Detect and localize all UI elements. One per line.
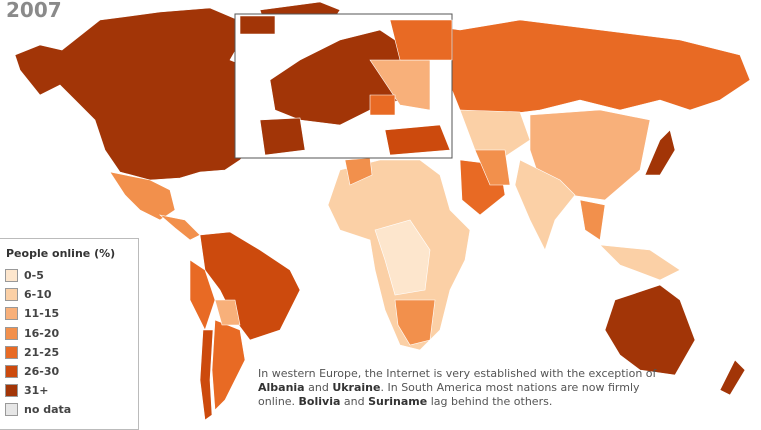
country	[374, 219, 431, 296]
caption: In western Europe, the Internet is very …	[258, 367, 658, 409]
country	[389, 19, 751, 116]
legend-item: 0-5	[5, 266, 138, 285]
country	[394, 299, 436, 346]
legend: People online (%) 0-5 6-10 11-15 16-20 21-25…	[0, 238, 139, 430]
legend-label: no data	[24, 403, 72, 417]
legend-swatch	[5, 384, 18, 398]
legend-swatch	[5, 326, 18, 340]
country	[109, 171, 176, 221]
caption-text: and	[304, 381, 333, 394]
country	[211, 319, 246, 411]
legend-item: 16-20	[5, 324, 138, 343]
country	[459, 109, 531, 161]
legend-item: 11-15	[5, 304, 138, 323]
legend-swatch	[5, 288, 18, 302]
caption-text: and	[340, 395, 369, 408]
country	[239, 15, 276, 35]
caption-highlight: Ukraine	[332, 381, 381, 394]
caption-text: In western Europe, the Internet is very …	[258, 367, 657, 380]
country	[474, 149, 511, 186]
legend-swatch	[5, 345, 18, 359]
year-title: 2007	[6, 0, 62, 22]
legend-swatch	[5, 307, 18, 321]
legend-item: 6-10	[5, 285, 138, 304]
legend-item: 21-25	[5, 343, 138, 362]
caption-text: . In South America most nations are now …	[258, 381, 640, 408]
country	[369, 94, 396, 116]
legend-label: 6-10	[24, 288, 52, 302]
country	[158, 214, 201, 241]
legend-items: 0-5 6-10 11-15 16-20 21-25 26-30 31+ no data	[0, 266, 138, 420]
country	[259, 117, 306, 156]
country	[719, 359, 746, 396]
legend-item: 26-30	[5, 362, 138, 381]
legend-label: 16-20	[24, 326, 60, 340]
caption-highlight: Suriname	[368, 395, 428, 408]
country	[644, 129, 676, 176]
legend-label: 31+	[24, 384, 49, 398]
legend-label: 0-5	[24, 269, 44, 283]
country	[189, 259, 216, 331]
caption-text: lag behind the others.	[427, 395, 553, 408]
country	[579, 199, 606, 241]
country	[529, 109, 651, 201]
country	[599, 244, 681, 281]
legend-swatch	[5, 269, 18, 283]
caption-highlight: Bolivia	[298, 395, 341, 408]
legend-label: 21-25	[24, 345, 60, 359]
legend-item: 31+	[5, 381, 138, 400]
legend-item: no data	[5, 400, 138, 419]
country	[199, 329, 214, 421]
country	[389, 19, 453, 61]
country	[214, 299, 241, 326]
caption-highlight: Albania	[258, 381, 305, 394]
country	[604, 284, 696, 376]
country	[514, 159, 576, 251]
legend-title: People online (%)	[6, 247, 116, 260]
legend-label: 26-30	[24, 365, 60, 379]
legend-swatch	[5, 403, 18, 417]
country	[199, 231, 301, 341]
legend-label: 11-15	[24, 307, 60, 321]
legend-swatch	[5, 365, 18, 379]
country	[384, 124, 451, 156]
country	[344, 157, 373, 186]
